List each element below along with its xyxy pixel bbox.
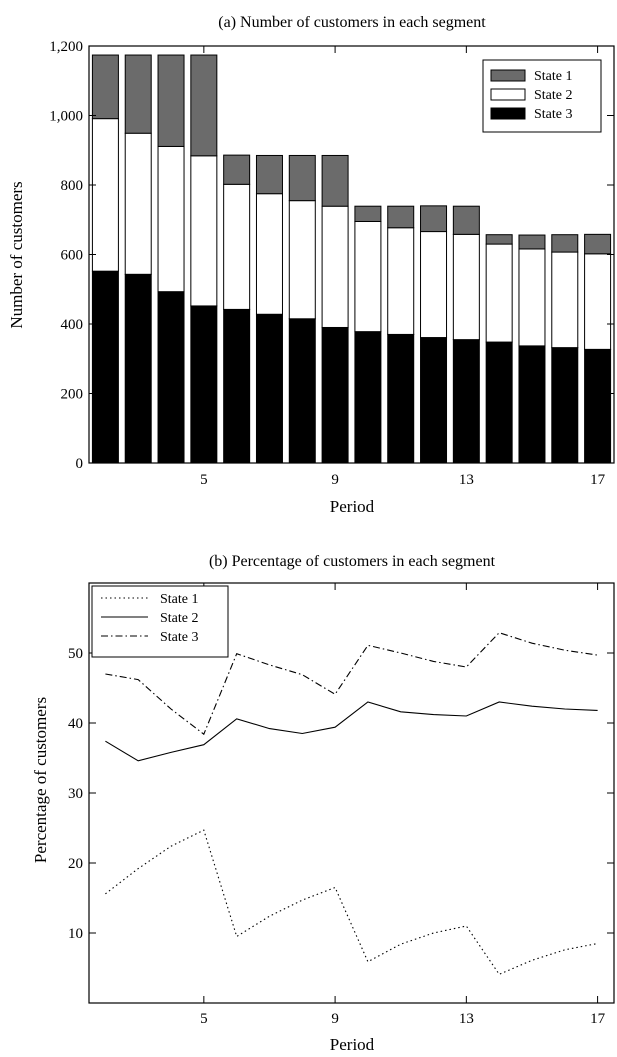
y-tick-label: 20 [68,856,83,872]
x-tick-label: 13 [459,1011,474,1027]
y-tick-label: 50 [68,646,83,662]
bar-segment-state-1-period-17 [584,233,612,255]
bar-segment-state-3-period-4 [157,291,185,464]
series-line-state-1 [105,829,598,975]
chart-b-xlabel: Period [330,1035,375,1054]
bar-segment-state-3-period-8 [288,318,316,464]
series-line-state-2 [105,701,598,762]
bar-segment-state-1-period-8 [288,154,316,202]
bar-segment-state-1-period-11 [387,205,415,229]
axis-ticks: 10 20 30 40 50 5 9 13 17 [68,583,614,1027]
bar-segment-state-2-period-2 [91,118,119,272]
bar-segment-state-1-period-16 [551,234,579,253]
bar-segment-state-1-period-12 [420,205,448,233]
bar-segment-state-1-period-15 [518,234,546,250]
bar-segment-state-3-period-12 [420,337,448,464]
y-tick-label: 10 [68,926,83,942]
bar-segment-state-1-period-3 [124,54,152,134]
bar-segment-state-2-period-14 [485,243,513,343]
legend-swatch [490,107,526,120]
bar-segment-state-2-period-9 [321,205,349,328]
y-tick-label: 1,200 [49,39,83,55]
bar-segment-state-3-period-2 [91,270,119,464]
bar-segment-state-3-period-6 [223,308,251,464]
chart-a-title: (a) Number of customers in each segment [218,14,486,31]
legend-label: State 3 [534,107,573,122]
chart-a-ylabel: Number of customers [7,181,26,328]
bar-segment-state-2-period-16 [551,251,579,349]
bar-segment-state-2-period-7 [255,193,283,315]
bar-segment-state-1-period-5 [190,54,218,157]
bar-segment-state-3-period-3 [124,273,152,464]
bar-segment-state-1-period-4 [157,54,185,147]
series-line-state-3 [105,632,598,736]
bar-segment-state-1-period-2 [91,54,119,120]
bar-segment-state-2-period-10 [354,220,382,333]
y-tick-label: 0 [76,456,84,472]
bar-segment-state-3-period-16 [551,347,579,464]
line-chart: (b) Percentage of customers in each segm… [31,553,615,1054]
y-tick-label: 400 [61,317,84,333]
x-tick-label: 5 [200,472,208,488]
legend-swatch [490,88,526,101]
chart-b-ylabel: Percentage of customers [31,697,50,863]
legend-swatch [490,69,526,82]
bar-segment-state-3-period-10 [354,331,382,464]
bar-segment-state-1-period-14 [485,234,513,245]
y-tick-label: 600 [61,248,84,264]
bar-segment-state-1-period-6 [223,154,251,185]
bar-segment-state-1-period-13 [452,205,480,235]
bar-segment-state-3-period-5 [190,305,218,464]
x-tick-label: 9 [331,1011,339,1027]
legend-label: State 2 [534,88,573,103]
y-tick-label: 800 [61,178,84,194]
bar-segment-state-3-period-11 [387,333,415,464]
legend-label: State 3 [160,630,199,645]
bar-segment-state-1-period-9 [321,154,349,207]
bar-segment-state-3-period-9 [321,326,349,464]
bar-segment-state-1-period-7 [255,154,283,195]
y-tick-label: 1,000 [49,109,83,125]
legend: State 1 State 2 State 3 [482,59,602,133]
chart-b-title: (b) Percentage of customers in each segm… [209,553,496,570]
y-tick-label: 200 [61,387,84,403]
lines-layer [105,632,598,975]
bar-segment-state-2-period-4 [157,145,185,293]
bar-segment-state-2-period-17 [584,253,612,350]
legend: State 1 State 2 State 3 [91,585,229,658]
bars-layer [91,54,612,464]
bar-segment-state-2-period-15 [518,248,546,347]
bar-segment-state-3-period-17 [584,348,612,464]
chart-a-xlabel: Period [330,497,375,516]
bar-segment-state-3-period-15 [518,345,546,464]
x-tick-label: 17 [590,472,606,488]
bar-segment-state-1-period-10 [354,205,382,222]
bar-segment-state-3-period-7 [255,313,283,464]
legend-label: State 2 [160,611,199,626]
bar-segment-state-3-period-14 [485,341,513,464]
x-tick-label: 5 [200,1011,208,1027]
bar-segment-state-3-period-13 [452,339,480,464]
x-tick-label: 13 [459,472,474,488]
bar-segment-state-2-period-11 [387,227,415,335]
x-tick-label: 17 [590,1011,606,1027]
bar-segment-state-2-period-12 [420,231,448,339]
stacked-bar-chart: (a) Number of customers in each segment … [7,14,615,516]
x-tick-label: 9 [331,472,339,488]
bar-segment-state-2-period-6 [223,183,251,310]
y-tick-label: 40 [68,716,83,732]
y-tick-label: 30 [68,786,83,802]
legend-label: State 1 [160,592,199,607]
bar-segment-state-2-period-5 [190,155,218,307]
axis-ticks: 0 200 400 600 800 1,000 1,200 5 9 13 17 [49,39,614,488]
legend-label: State 1 [534,69,573,84]
bar-segment-state-2-period-13 [452,233,480,341]
bar-segment-state-2-period-3 [124,132,152,275]
bar-segment-state-2-period-8 [288,200,316,320]
